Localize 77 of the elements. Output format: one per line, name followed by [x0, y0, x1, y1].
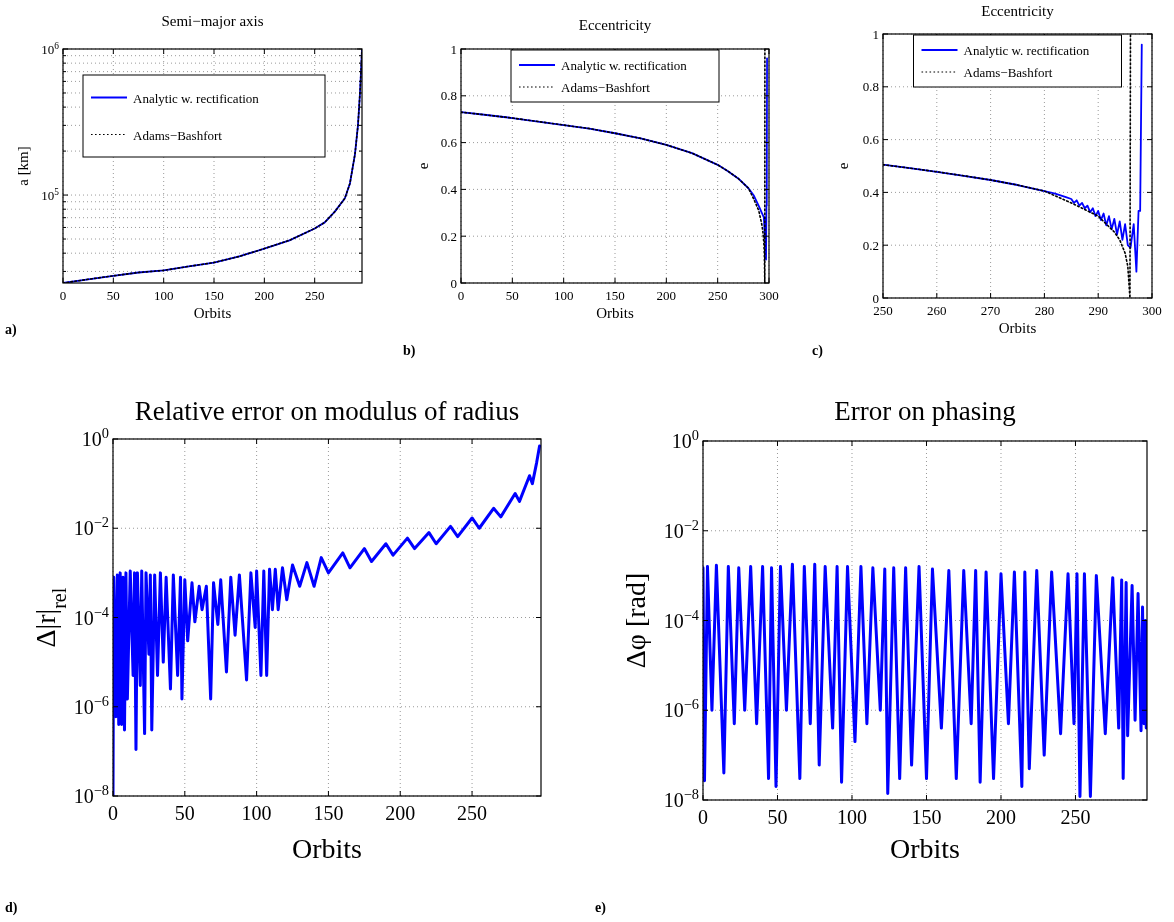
text: d) — [5, 900, 18, 916]
legend-label: Analytic w. rectification — [561, 58, 688, 73]
y-tick-label: 0.6 — [862, 132, 880, 148]
y-tick-label: 0.2 — [440, 228, 457, 244]
y-axis-title: e — [415, 162, 431, 170]
x-tick-label: 290 — [1088, 303, 1108, 318]
x-tick-label: 250 — [1060, 806, 1091, 828]
x-tick-label: 150 — [313, 802, 344, 824]
y-tick-label: 10$^{0}$ — [81, 425, 109, 450]
y-tick-label: 10$^{0}$ — [671, 427, 699, 452]
line-series — [63, 49, 362, 283]
y-tick-label: 10$^{6}$ — [41, 40, 60, 57]
x-tick-label: 250 — [873, 303, 893, 318]
y-tick-label: 10$^{−8}$ — [73, 782, 109, 807]
x-tick-label: 100 — [153, 288, 174, 303]
x-tick-label: 100 — [836, 806, 867, 828]
text: e) — [595, 900, 607, 916]
chart-title: Eccentricity — [578, 17, 652, 33]
y-tick-label: 1 — [450, 41, 457, 57]
x-tick-label: 260 — [927, 303, 947, 318]
y-tick-label: 0 — [450, 275, 457, 291]
y-tick-label: 0.6 — [440, 135, 458, 151]
y-axis-title: a [km] — [15, 146, 31, 186]
x-tick-label: 50 — [767, 806, 788, 828]
y-tick-label: 10$^{−6}$ — [73, 692, 109, 718]
y-tick-label: 10$^{−2}$ — [663, 516, 699, 542]
y-tick-label: 10$^{−4}$ — [663, 606, 699, 632]
x-tick-label: 270 — [980, 303, 1001, 318]
x-tick-label: 200 — [656, 288, 677, 303]
text: c) — [812, 343, 824, 359]
y-tick-label: 0.4 — [440, 181, 458, 197]
y-tick-label: 10$^{−4}$ — [73, 603, 109, 629]
x-tick-label: 300 — [759, 288, 779, 303]
y-axis-title: Δφ [rad] — [620, 572, 651, 669]
x-tick-label: 300 — [1142, 303, 1162, 318]
y-tick-label: 0.2 — [862, 237, 879, 253]
legend-label: Adams−Bashfort — [561, 80, 651, 95]
legend-label: Adams−Bashfort — [133, 127, 223, 143]
text: a) — [5, 322, 17, 338]
x-tick-label: 280 — [1034, 303, 1055, 318]
x-tick-label: 50 — [505, 288, 519, 303]
x-tick-label: 250 — [457, 802, 488, 824]
y-tick-label: 0.8 — [440, 88, 457, 104]
y-tick-label: 0.4 — [862, 184, 880, 200]
x-tick-label: 150 — [605, 288, 625, 303]
legend-label: Adams−Bashfort — [963, 65, 1053, 80]
y-tick-label: 10$^{−6}$ — [663, 696, 699, 722]
y-axis-title: e — [835, 162, 851, 170]
x-axis-title: Orbits — [292, 833, 362, 864]
x-tick-label: 150 — [911, 806, 942, 828]
y-tick-label: 10$^{−8}$ — [663, 786, 699, 811]
x-tick-label: 50 — [106, 288, 120, 303]
x-tick-label: 100 — [553, 288, 574, 303]
x-tick-label: 250 — [707, 288, 728, 303]
chart-title: Relative error on modulus of radius — [134, 396, 520, 426]
x-axis-title: Orbits — [998, 320, 1037, 336]
x-axis-title: Orbits — [596, 305, 634, 321]
chart-title: Semi−major axis — [161, 13, 264, 29]
y-tick-label: 10$^{−2}$ — [73, 514, 109, 540]
line-series — [883, 43, 1143, 273]
x-tick-label: 150 — [204, 288, 224, 303]
x-axis-title: Orbits — [890, 833, 960, 864]
y-tick-label: 0.8 — [862, 79, 879, 95]
x-tick-label: 50 — [174, 802, 195, 824]
legend-label: Analytic w. rectification — [133, 90, 260, 106]
x-tick-label: 200 — [385, 802, 416, 824]
x-tick-label: 250 — [304, 288, 325, 303]
chart-title: Error on phasing — [834, 396, 1016, 426]
text: b) — [403, 343, 416, 359]
y-tick-label: 10$^{5}$ — [41, 186, 60, 203]
x-tick-label: 100 — [241, 802, 272, 824]
legend-label: Analytic w. rectification — [963, 43, 1090, 58]
chart-title: Eccentricity — [981, 3, 1055, 19]
x-tick-label: 200 — [254, 288, 275, 303]
x-axis-title: Orbits — [193, 305, 232, 321]
y-tick-label: 1 — [872, 26, 879, 42]
x-tick-label: 200 — [985, 806, 1016, 828]
